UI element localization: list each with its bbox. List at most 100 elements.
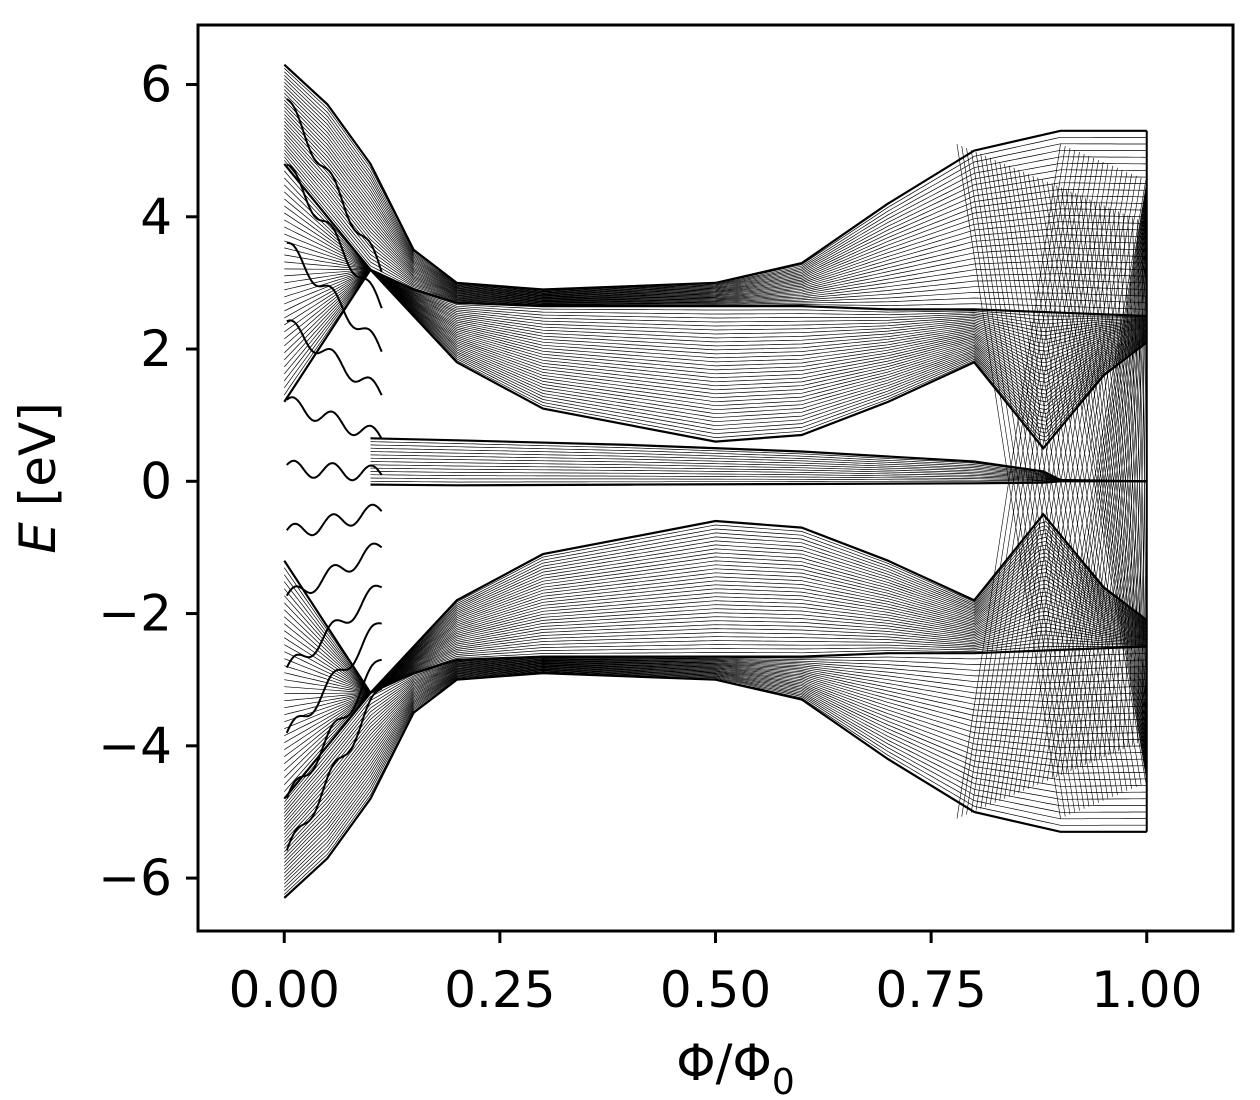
- band-fill-line: [284, 615, 1147, 737]
- band-fill-line: [284, 85, 1147, 294]
- band-fill-line: [284, 536, 1147, 694]
- x-tick-label: 0.50: [660, 961, 771, 1019]
- band-fill-line: [284, 212, 1147, 340]
- band-fill-line: [284, 668, 1147, 874]
- hofstadter-hatch-line: [1070, 191, 1148, 772]
- y-axis-label: E [eV]: [9, 402, 67, 553]
- band-fill-line: [284, 269, 1147, 414]
- band-fill-line: [284, 254, 1147, 364]
- band-fill-line: [284, 572, 1147, 694]
- band-fill-line: [284, 599, 1147, 709]
- x-tick-label: 0.00: [229, 961, 340, 1019]
- band-fill-line: [284, 149, 1147, 305]
- band-fill-line: [284, 664, 1147, 849]
- band-fill-line: [284, 595, 1147, 702]
- hofstadter-hatch-line: [1080, 195, 1148, 768]
- hofstadter-hatch-line: [975, 151, 1080, 811]
- band-fill-line: [284, 533, 1147, 694]
- hofstadter-hatch-line: [985, 155, 1090, 807]
- band-fill-line: [284, 269, 1147, 387]
- band-fill-line: [284, 156, 1147, 306]
- band-fill-line: [284, 671, 1147, 892]
- band-fill-line: [370, 444, 1147, 482]
- band-fill-line: [284, 138, 1147, 303]
- band-fill-line: [370, 441, 1147, 482]
- band-fill-line: [284, 544, 1147, 694]
- landau-level-line: [286, 163, 383, 309]
- band-fill-line: [284, 142, 1147, 303]
- hofstadter-hatch-line: [980, 153, 1085, 809]
- hofstadter-hatch-line: [1008, 165, 1113, 797]
- band-fill-line: [284, 657, 1147, 807]
- hofstadter-hatch-line: [994, 159, 1099, 803]
- band-fill-line: [284, 114, 1147, 299]
- band-fill-line: [284, 269, 1147, 426]
- hofstadter-hatch-line: [956, 143, 1061, 819]
- band-fill-line: [284, 622, 1147, 750]
- band-fill-line: [284, 556, 1147, 694]
- band-fill-line: [284, 269, 1147, 383]
- band-fill-line: [284, 92, 1147, 295]
- band-fill-line: [284, 124, 1147, 300]
- band-fill-line: [284, 71, 1147, 292]
- landau-level-line: [286, 396, 383, 440]
- hofstadter-hatch-line: [1113, 209, 1148, 754]
- band-fill-line: [284, 269, 1147, 391]
- band-fill-line: [284, 666, 1147, 863]
- band-fill-line: [284, 659, 1147, 817]
- y-axis-label-symbol: E: [9, 522, 67, 554]
- band-fill-line: [284, 269, 1148, 438]
- band-fill-line: [370, 451, 1147, 482]
- y-axis: 6 4 2 0 −2 −4 −6: [98, 56, 198, 907]
- band-fill-line: [284, 618, 1147, 744]
- band-fill-line: [284, 529, 1147, 694]
- landau-level-line: [286, 459, 383, 482]
- band-fill-line: [284, 78, 1147, 293]
- band-fill-line: [284, 205, 1147, 336]
- landau-level-line: [286, 98, 383, 273]
- band-fill-line: [284, 645, 1147, 792]
- band-fill-line: [284, 269, 1147, 407]
- hofstadter-hatch-line: [1084, 197, 1148, 766]
- hofstadter-hatch-line: [1013, 167, 1118, 795]
- y-tick-label: 2: [140, 320, 172, 378]
- band-fill-line: [284, 668, 1147, 870]
- y-tick-label: −6: [98, 849, 172, 907]
- landau-level-line: [285, 622, 382, 734]
- x-tick-label: 0.75: [875, 961, 986, 1019]
- hofstadter-hatch-line: [1042, 179, 1147, 783]
- band-fill-line: [284, 652, 1147, 803]
- landau-level-line: [285, 584, 383, 669]
- hofstadter-hatch-line: [1094, 201, 1148, 762]
- plot-area: [283, 63, 1148, 899]
- band-fill-line: [284, 152, 1147, 305]
- band-line-outer-bottom: [283, 671, 1147, 899]
- hofstadter-hatch-line: [1132, 217, 1148, 746]
- hofstadter-hatch-line: [1027, 173, 1132, 789]
- band-fill-line: [284, 660, 1147, 828]
- band-fill-line: [284, 657, 1147, 810]
- band-fill-line: [284, 240, 1147, 356]
- band-fill-line: [284, 669, 1147, 877]
- band-fill-line: [284, 145, 1147, 304]
- band-fill-line: [284, 642, 1147, 785]
- band-fill-line: [284, 521, 1148, 694]
- x-tick-label: 0.25: [444, 961, 555, 1019]
- hofstadter-hatch-line: [1032, 175, 1137, 787]
- band-fill-line: [370, 474, 1147, 482]
- band-fill-line: [284, 560, 1147, 694]
- band-fill-line: [284, 82, 1147, 293]
- band-fill-line: [284, 603, 1147, 716]
- hofstadter-hatch-line: [1117, 211, 1148, 752]
- hofstadter-hatch-line: [1103, 205, 1148, 758]
- band-fill-line: [284, 269, 1147, 434]
- band-fill-line: [284, 591, 1147, 695]
- y-tick-label: −4: [98, 717, 172, 775]
- band-fill-line: [284, 634, 1147, 771]
- band-fill-line: [284, 661, 1147, 831]
- band-fill-line: [284, 667, 1147, 867]
- band-fill-line: [284, 75, 1147, 292]
- hofstadter-hatch-line: [970, 149, 1076, 813]
